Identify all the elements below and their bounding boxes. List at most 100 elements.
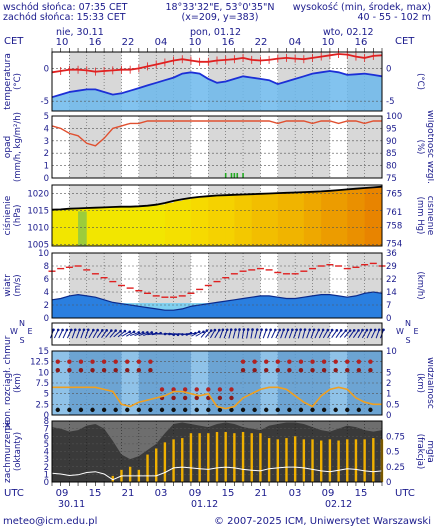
precip-ytick-left: 3 — [44, 137, 49, 147]
hour-tick-bottom-1: 09 — [55, 488, 69, 499]
wind-direction-arrowhead — [377, 328, 381, 332]
wind-direction-arrow — [306, 329, 311, 339]
fog-bar — [337, 440, 340, 482]
wind-direction-arrow — [80, 329, 85, 339]
cloud-top-dot — [171, 395, 176, 401]
pressure-fill-segment — [251, 194, 261, 246]
fog-bar — [285, 438, 288, 482]
cloud-top-dot — [275, 368, 280, 373]
contact-email-link[interactable]: meteo@icm.edu.pl — [3, 516, 98, 527]
wind-yunit-left: (m/s) — [13, 274, 23, 296]
hour-tick-top-10: 16 — [354, 37, 368, 48]
pressure-fill-segment — [138, 206, 149, 246]
fog-ytick-right: 0 — [386, 478, 391, 488]
hour-tick-top-7: 22 — [254, 37, 268, 48]
pressure-ylabel-right: ciśnienie — [425, 196, 434, 236]
wind-direction-arrowhead — [137, 331, 141, 334]
wind-direction-panel-frame — [51, 322, 383, 346]
wind-ytick-left: 0 — [44, 314, 49, 324]
wind-direction-arrowhead — [132, 330, 136, 334]
cloud-base-dot — [171, 407, 176, 413]
compass-left-e: E — [27, 327, 32, 336]
cloud-base-dot — [321, 407, 327, 413]
cloud-top-dot — [333, 368, 338, 373]
wind-direction-arrowhead — [369, 328, 373, 332]
cloud-base-dot — [55, 407, 60, 413]
pressure-fill-segment — [286, 192, 296, 246]
hour-tick-bottom-7: 21 — [254, 488, 268, 499]
wind-direction-arrow — [275, 329, 281, 339]
wind-direction-arrowhead — [141, 331, 145, 334]
precipitation-bar — [233, 173, 236, 178]
fog-bar — [233, 433, 236, 482]
wind-direction-arrowhead — [373, 328, 377, 332]
pressure-ytick-right: 761 — [386, 208, 402, 218]
hour-tick-bottom-3: 21 — [121, 488, 135, 499]
fog-bar — [189, 433, 193, 482]
cloud-top-dot — [90, 359, 95, 364]
wind-direction-arrow — [134, 331, 144, 337]
cloud-top-dot — [159, 387, 165, 392]
cloud-base-dot — [148, 407, 153, 413]
cloud-top-dot — [310, 359, 315, 364]
wind-direction-arrow — [121, 331, 130, 337]
cloud-base-dot — [298, 407, 304, 413]
wind-direction-arrowhead — [286, 328, 290, 332]
wind-direction-arrow — [113, 330, 121, 338]
pressure-fill-segment — [199, 196, 209, 246]
wind-direction-arrow — [348, 330, 355, 338]
wind-ytick-left: 6 — [44, 275, 49, 285]
pressure-yunit-left: (hPa) — [13, 205, 23, 227]
cloud-top-dot — [275, 359, 280, 364]
cloud-top-dot — [78, 368, 84, 373]
cover-ytick-left: 1 — [44, 470, 49, 480]
fog-ytick-right: 0.25 — [386, 463, 405, 473]
hour-tick-bottom-10: 15 — [354, 488, 368, 499]
wind-direction-arrow — [314, 329, 320, 339]
cloud-top-dot — [148, 368, 153, 373]
cloud-top-dot — [55, 368, 60, 373]
wind-direction-arrowhead — [274, 328, 277, 332]
fog-bar — [354, 439, 358, 482]
wind-direction-arrow — [288, 329, 293, 339]
cloud-top-dot — [252, 368, 257, 373]
cloud-ytick-left: 5 — [44, 390, 49, 400]
humidity-line — [51, 120, 382, 147]
cloud-top-dot — [148, 359, 153, 364]
hour-tick-bottom-6: 15 — [221, 488, 235, 499]
coordinates-text: 18°33'32"E, 53°0'35"N — [165, 2, 275, 13]
copyright-text: © 2007-2025 ICM, Uniwersytet Warszawski — [214, 516, 431, 527]
wind-direction-arrow — [105, 330, 112, 338]
precip-ytick-left: 1 — [44, 162, 49, 172]
cloud-top-dot — [182, 395, 188, 401]
elevation-label: wysokość (min, środek, max) — [292, 2, 431, 13]
cloud-top-dot — [171, 387, 176, 392]
wind-direction-arrow — [366, 329, 372, 339]
wind-direction-arrow — [53, 329, 59, 339]
cloud-base-dot — [159, 407, 165, 413]
pressure-ytick-left: 1005 — [27, 240, 49, 250]
wind-direction-arrowhead — [321, 328, 325, 332]
precip-ytick-left: 2 — [44, 149, 49, 159]
pressure-fill-segment — [260, 193, 270, 246]
wind-direction-arrow — [126, 331, 135, 337]
wind-direction-arrow — [293, 329, 298, 339]
wind-direction-arrow — [147, 332, 157, 336]
pressure-fill-segment — [208, 196, 218, 246]
precip-yunit-right: (%) — [415, 140, 425, 155]
fog-bar — [328, 439, 332, 482]
pressure-fill-green-patch — [78, 211, 87, 246]
cover-ytick-left: 7 — [44, 425, 49, 435]
hour-tick-top-2: 16 — [88, 37, 102, 48]
precip-yunit-left: (mm/h, kg/m²/h) — [13, 112, 23, 182]
cloud-top-dot — [113, 359, 118, 364]
precip-panel-night-band — [277, 116, 330, 178]
humidity-ytick-right: 95 — [386, 124, 397, 134]
wind-ytick-right: 14 — [386, 288, 397, 298]
pressure-ytick-left: 1010 — [27, 223, 49, 233]
pressure-ytick-right: 765 — [386, 189, 402, 199]
wind-direction-arrow — [67, 329, 72, 339]
elevation-values: 40 - 55 - 102 m — [357, 12, 431, 23]
wind-direction-arrowhead — [365, 328, 369, 332]
pressure-fill-segment — [234, 194, 244, 246]
